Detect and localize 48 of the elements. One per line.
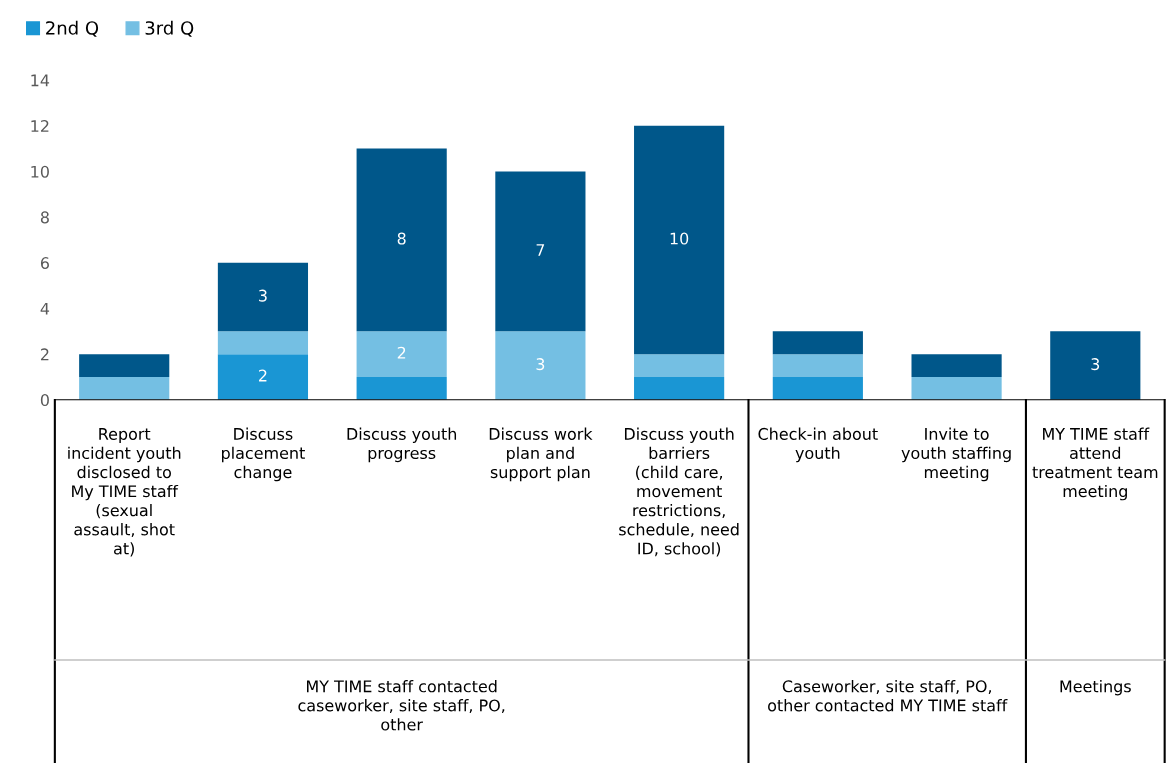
- bar: [356, 331, 447, 377]
- bar: [356, 148, 447, 332]
- data-label: 3: [259, 289, 267, 302]
- x-tick-label: Report incident youth disclosed to My TIME staff (sexual assault, shot at): [68, 428, 181, 557]
- text: Meetings: [1060, 680, 1131, 696]
- text: Caseworker, site staff, PO, other contacted MY TIME staff: [768, 680, 1008, 712]
- data-label: 7: [536, 244, 545, 256]
- y-tick-label: 4: [40, 302, 50, 315]
- y-tick-label: 8: [40, 211, 49, 224]
- bar: [772, 354, 863, 377]
- y-tick-label: 12: [31, 120, 49, 132]
- y-tick-label: 2: [41, 348, 49, 361]
- y-tick-label: 6: [40, 257, 49, 270]
- bar: [911, 376, 1002, 400]
- x-tick-label: Discuss placement change: [222, 427, 305, 482]
- bar: [634, 354, 725, 377]
- data-label: 10: [670, 232, 689, 245]
- bar: [772, 376, 863, 400]
- x-tick-label: Invite to youth staffing meeting: [901, 427, 1011, 482]
- x-tick-label: Discuss work plan and support plan: [489, 427, 593, 482]
- bar: [1050, 331, 1141, 400]
- data-label: 2: [397, 346, 406, 359]
- legend-label: 2nd Q: [46, 20, 99, 37]
- bar: [772, 331, 863, 355]
- bar: [634, 376, 725, 400]
- y-tick-label: 0: [40, 394, 49, 407]
- bar: [495, 171, 586, 332]
- x-tick-label: Discuss youth barriers (child care, movement restrictions, schedule, need ID, school): [619, 427, 739, 557]
- bar: [217, 354, 309, 400]
- x-tick-label: Discuss youth progress: [347, 427, 457, 463]
- bar: [495, 331, 586, 400]
- x-tick-label: Check-in about youth: [758, 427, 878, 463]
- bar: [911, 354, 1002, 377]
- x-tick-label: MY TIME staff attend treatment team meeting: [1032, 427, 1158, 501]
- data-label: 3: [536, 358, 545, 371]
- y-tick-label: 10: [31, 165, 49, 178]
- text: MY TIME staff contacted caseworker, site staff, PO, other: [298, 680, 505, 731]
- bar: [79, 354, 170, 377]
- legend-label: 3rd Q: [145, 20, 194, 37]
- bar: [634, 125, 725, 355]
- bar: [356, 376, 447, 400]
- data-label: 2: [259, 369, 267, 382]
- bar: [79, 376, 170, 400]
- data-label: 8: [397, 232, 406, 245]
- bar: [217, 331, 309, 355]
- bar: [217, 262, 309, 332]
- data-label: 3: [1091, 358, 1100, 371]
- y-tick-label: 14: [31, 74, 50, 87]
